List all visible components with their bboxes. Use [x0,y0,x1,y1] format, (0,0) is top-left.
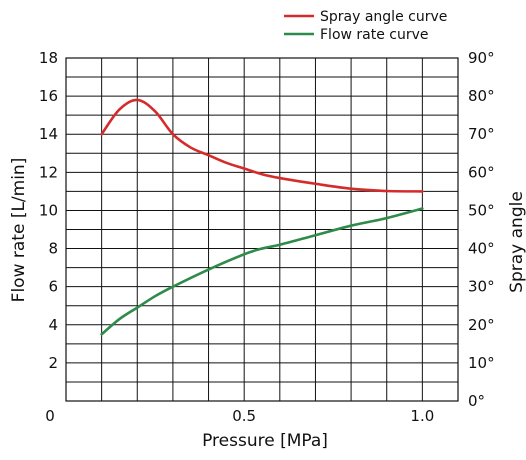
y-left-tick-label: 12 [39,163,58,181]
y-left-tick-label: 18 [39,49,58,67]
grid [66,58,458,401]
y-axis-left-title: Flow rate [L/min] [9,158,29,303]
y-left-tick-label: 4 [48,316,58,334]
x-tick-label: 0 [45,407,55,425]
y-axis-right-title: Spray angle [507,191,526,293]
y-left-tick-label: 6 [48,278,58,296]
x-tick-label: 0.5 [232,407,256,425]
y-left-tick-label: 8 [48,240,58,258]
y-right-tick-label: 50° [468,201,495,219]
y-right-tick-label: 90° [468,49,495,67]
flow-rate-curve [100,207,424,336]
y-right-tick-label: 10° [468,354,495,372]
x-axis-title: Pressure [MPa] [202,431,328,451]
y-right-tick-label: 30° [468,278,495,296]
tick-labels: 0 0.5 1.0 2 4 6 8 10 12 14 16 18 0° 10° 20° 30° 40° 50° 60… [39,49,495,425]
y-right-tick-label: 20° [468,316,495,334]
legend-label-spray-angle: Spray angle curve [320,9,447,25]
spray-angle-curve [100,98,424,193]
plot-series [100,98,424,336]
y-right-tick-label: 80° [468,87,495,105]
y-left-tick-label: 10 [39,201,58,219]
plot-frame [65,57,459,402]
y-right-tick-label: 60° [468,163,495,181]
y-left-tick-label: 2 [48,354,58,372]
y-right-tick-label: 70° [468,125,495,143]
legend: Spray angle curve Flow rate curve [284,9,447,43]
y-left-tick-label: 16 [39,87,58,105]
x-tick-label: 1.0 [410,407,434,425]
y-left-tick-label: 14 [39,125,58,143]
y-right-tick-label: 40° [468,240,495,258]
y-right-tick-label: 0° [468,392,485,410]
legend-label-flow-rate: Flow rate curve [320,27,429,43]
